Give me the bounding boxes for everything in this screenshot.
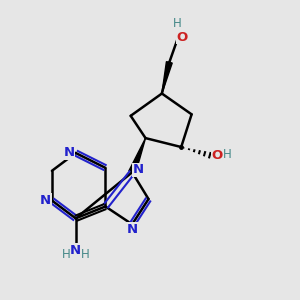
Text: H: H: [62, 248, 70, 261]
Text: N: N: [127, 223, 138, 236]
Text: N: N: [70, 244, 81, 257]
Text: N: N: [133, 164, 144, 176]
Text: O: O: [211, 149, 223, 162]
Text: N: N: [40, 194, 51, 207]
Text: N: N: [64, 146, 75, 160]
Text: H: H: [81, 248, 90, 261]
Text: H: H: [173, 17, 182, 30]
Polygon shape: [129, 138, 146, 174]
Text: O: O: [176, 31, 188, 44]
Polygon shape: [162, 61, 172, 94]
Text: H: H: [223, 148, 232, 161]
